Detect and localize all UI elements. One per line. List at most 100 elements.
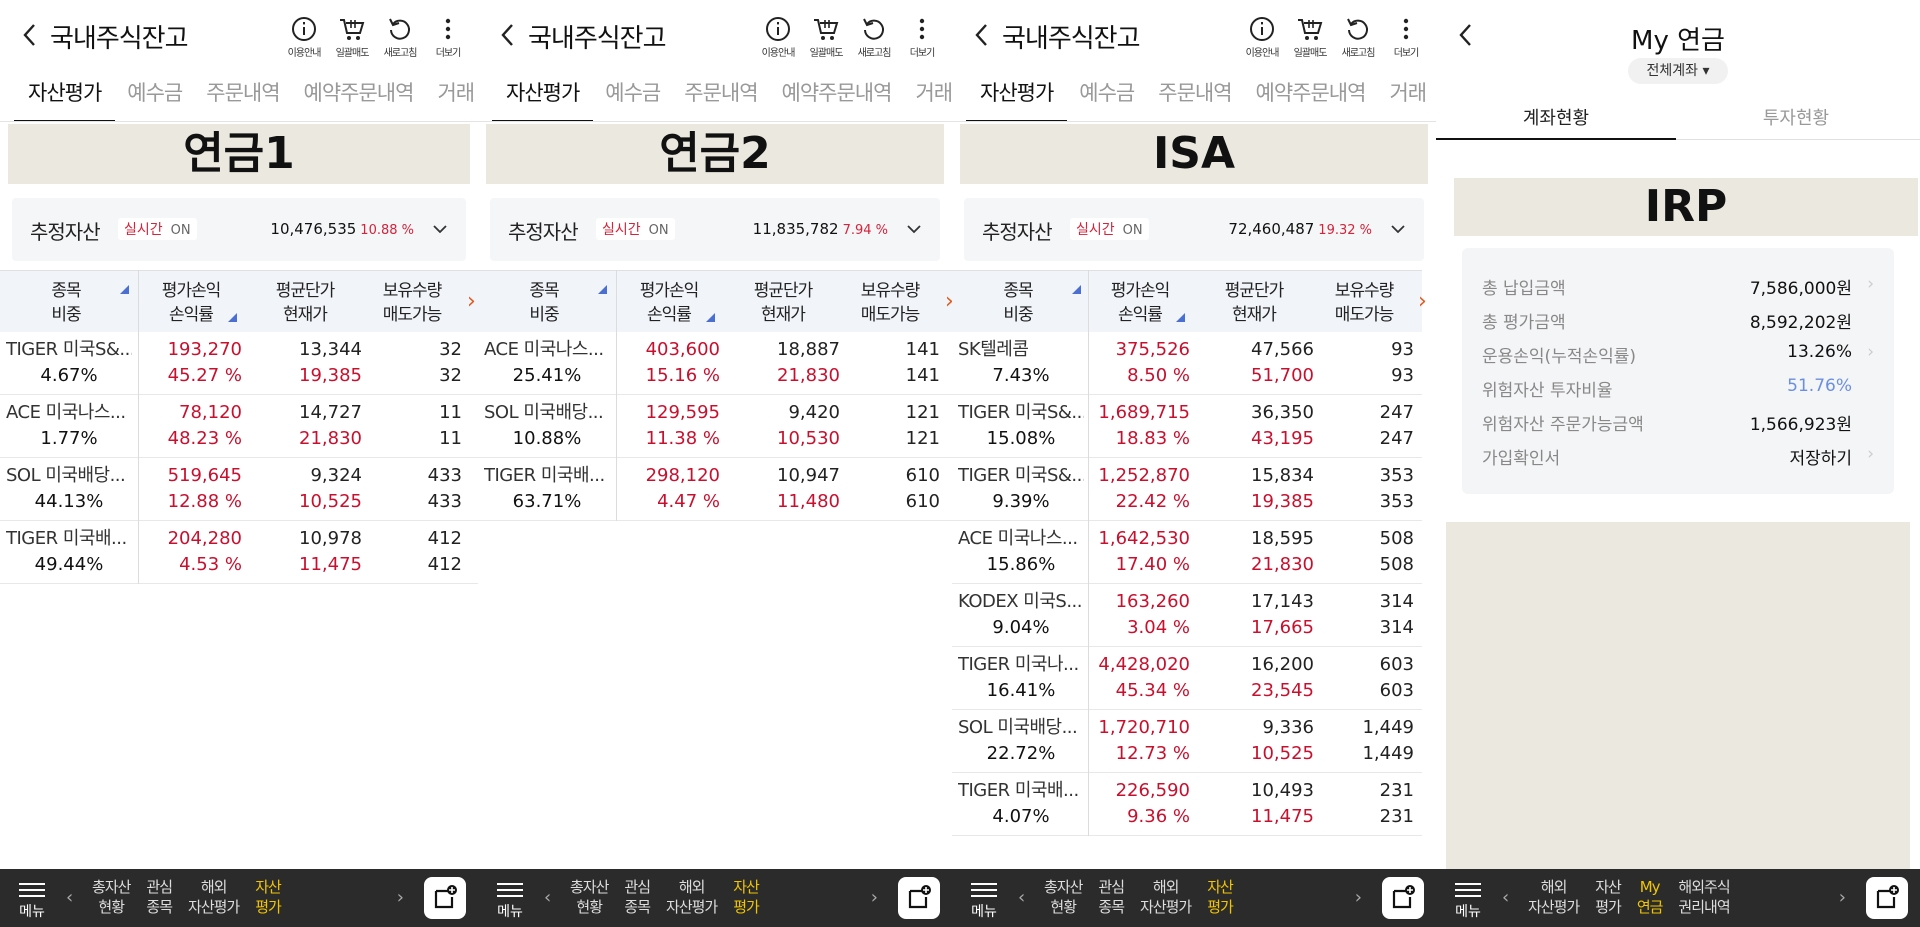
shortcut-button[interactable] <box>1866 877 1908 919</box>
bottom-nav-item[interactable]: 해외 자산평가 <box>180 877 247 917</box>
nav-right-arrow-icon[interactable]: › <box>396 887 404 908</box>
column-header[interactable]: 보유수량 매도가능 <box>1314 279 1414 327</box>
more-button[interactable]: 더보기 <box>898 14 946 59</box>
bottom-nav-item[interactable]: My 연금 <box>1629 877 1671 917</box>
shortcut-button[interactable] <box>1382 877 1424 919</box>
account-selector[interactable]: 전체계좌 ▾ <box>1628 58 1728 84</box>
bottom-nav-item[interactable]: 자산 평가 <box>247 877 289 917</box>
tab-0[interactable]: 자산평가 <box>14 76 116 121</box>
column-header[interactable]: 종목 비중 <box>952 279 1084 327</box>
nav-right-arrow-icon[interactable]: › <box>1354 887 1362 908</box>
table-row[interactable]: TIGER 미국배... 4.07% 226,590 9.36 % 10,493 11,4… <box>952 773 1422 836</box>
bottom-nav-item[interactable]: 관심 종목 <box>1090 877 1132 917</box>
tab-0[interactable]: 자산평가 <box>492 76 594 121</box>
tab-0[interactable]: 자산평가 <box>966 76 1068 121</box>
column-header[interactable]: 보유수량 매도가능 <box>362 279 462 327</box>
bulk-sell-button[interactable]: 일괄매도 <box>328 14 376 59</box>
table-row[interactable]: TIGER 미국나... 16.41% 4,428,020 45.34 % 16,200… <box>952 647 1422 710</box>
bottom-nav-item[interactable]: 자산 평가 <box>725 877 767 917</box>
table-row[interactable]: ACE 미국나스... 1.77% 78,120 48.23 % 14,727 21,83… <box>0 395 478 458</box>
scroll-right-icon[interactable]: › <box>945 289 952 314</box>
back-icon[interactable] <box>1458 22 1474 48</box>
nav-right-arrow-icon[interactable]: › <box>870 887 878 908</box>
tab-4[interactable]: 거래 <box>1389 81 1427 105</box>
bottom-nav-item[interactable]: 해외 자산평가 <box>658 877 725 917</box>
menu-button[interactable]: 메뉴 <box>492 879 528 921</box>
bottom-nav-item[interactable]: 자산 평가 <box>1587 877 1629 917</box>
bottom-nav-item[interactable]: 관심 종목 <box>616 877 658 917</box>
table-row[interactable]: SOL 미국배당... 22.72% 1,720,710 12.73 % 9,336 10… <box>952 710 1422 773</box>
refresh-button[interactable]: 새로고침 <box>376 14 424 59</box>
tab-investment-status[interactable]: 투자현황 <box>1762 108 1830 129</box>
column-header[interactable]: 평균단가 현재가 <box>1194 279 1314 327</box>
tab-4[interactable]: 거래 <box>437 81 475 105</box>
column-header[interactable]: 종목 비중 <box>0 279 132 327</box>
column-header[interactable]: 평균단가 현재가 <box>726 279 840 327</box>
chevron-down-icon[interactable] <box>906 220 922 234</box>
column-header[interactable]: 평균단가 현재가 <box>248 279 362 327</box>
table-row[interactable]: ACE 미국나스... 25.41% 403,600 15.16 % 18,887 21,… <box>478 332 952 395</box>
irp-summary-row[interactable]: 운용손익(누적손익률) 13.26% › <box>1482 342 1874 376</box>
nav-left-arrow-icon[interactable]: ‹ <box>1502 887 1510 908</box>
nav-left-arrow-icon[interactable]: ‹ <box>66 887 74 908</box>
tab-3[interactable]: 예약주문내역 <box>303 81 415 105</box>
info-button[interactable]: 이용안내 <box>754 14 802 59</box>
table-row[interactable]: KODEX 미국S... 9.04% 163,260 3.04 % 17,143 17,6… <box>952 584 1422 647</box>
scroll-right-icon[interactable]: › <box>1418 289 1427 314</box>
tab-3[interactable]: 예약주문내역 <box>781 81 893 105</box>
info-button[interactable]: 이용안내 <box>280 14 328 59</box>
menu-button[interactable]: 메뉴 <box>1450 879 1486 921</box>
bottom-nav-item[interactable]: 총자산 현황 <box>84 877 138 917</box>
tab-1[interactable]: 예수금 <box>605 81 661 105</box>
bulk-sell-button[interactable]: 일괄매도 <box>802 14 850 59</box>
table-row[interactable]: TIGER 미국S&... 15.08% 1,689,715 18.83 % 36,35… <box>952 395 1422 458</box>
back-icon[interactable] <box>500 22 516 48</box>
table-row[interactable]: TIGER 미국S&... 4.67% 193,270 45.27 % 13,344 19… <box>0 332 478 395</box>
bottom-nav-item[interactable]: 해외주식 권리내역 <box>1670 877 1737 917</box>
estimated-assets-bar[interactable]: 추정자산 실시간 ON 10,476,535 10.88 % <box>12 198 466 261</box>
table-row[interactable]: ACE 미국나스... 15.86% 1,642,530 17.40 % 18,595 2… <box>952 521 1422 584</box>
more-button[interactable]: 더보기 <box>424 14 472 59</box>
chevron-down-icon[interactable] <box>1390 220 1406 234</box>
table-row[interactable]: SOL 미국배당... 10.88% 129,595 11.38 % 9,420 10,5… <box>478 395 952 458</box>
tab-2[interactable]: 주문내역 <box>206 81 280 105</box>
realtime-toggle[interactable]: 실시간 ON <box>118 218 197 240</box>
bottom-nav-item[interactable]: 해외 자산평가 <box>1520 877 1587 917</box>
column-header[interactable]: 평가손익 손익률 <box>1090 279 1190 327</box>
table-row[interactable]: TIGER 미국S&... 9.39% 1,252,870 22.42 % 15,834… <box>952 458 1422 521</box>
bottom-nav-item[interactable]: 관심 종목 <box>138 877 180 917</box>
table-row[interactable]: TIGER 미국배... 63.71% 298,120 4.47 % 10,947 11,… <box>478 458 952 521</box>
nav-left-arrow-icon[interactable]: ‹ <box>1018 887 1026 908</box>
bottom-nav-item[interactable]: 총자산 현황 <box>1036 877 1090 917</box>
back-icon[interactable] <box>974 22 990 48</box>
irp-summary-row[interactable]: 총 납입금액 7,586,000원 › <box>1482 274 1874 308</box>
realtime-toggle[interactable]: 실시간 ON <box>1070 218 1149 240</box>
back-icon[interactable] <box>22 22 38 48</box>
column-header[interactable]: 평가손익 손익률 <box>140 279 242 327</box>
table-row[interactable]: SOL 미국배당... 44.13% 519,645 12.88 % 9,324 10,5… <box>0 458 478 521</box>
bottom-nav-item[interactable]: 자산 평가 <box>1199 877 1241 917</box>
refresh-button[interactable]: 새로고침 <box>1334 14 1382 59</box>
tab-2[interactable]: 주문내역 <box>1158 81 1232 105</box>
estimated-assets-bar[interactable]: 추정자산 실시간 ON 72,460,487 19.32 % <box>964 198 1424 261</box>
info-button[interactable]: 이용안내 <box>1238 14 1286 59</box>
refresh-button[interactable]: 새로고침 <box>850 14 898 59</box>
realtime-toggle[interactable]: 실시간 ON <box>596 218 675 240</box>
tab-2[interactable]: 주문내역 <box>684 81 758 105</box>
shortcut-button[interactable] <box>424 877 466 919</box>
nav-left-arrow-icon[interactable]: ‹ <box>544 887 552 908</box>
column-header[interactable]: 종목 비중 <box>478 279 610 327</box>
table-row[interactable]: SK텔레콤 7.43% 375,526 8.50 % 47,566 51,700 93 93 <box>952 332 1422 395</box>
tab-1[interactable]: 예수금 <box>127 81 183 105</box>
chevron-down-icon[interactable] <box>432 220 448 234</box>
table-row[interactable]: TIGER 미국배... 49.44% 204,280 4.53 % 10,978 11,… <box>0 521 478 584</box>
irp-summary-row[interactable]: 가입확인서 저장하기 › <box>1482 444 1874 478</box>
shortcut-button[interactable] <box>898 877 940 919</box>
scroll-right-icon[interactable]: › <box>467 289 476 314</box>
nav-right-arrow-icon[interactable]: › <box>1838 887 1846 908</box>
column-header[interactable]: 평가손익 손익률 <box>618 279 720 327</box>
tab-account-status[interactable]: 계좌현황 <box>1436 104 1676 140</box>
bottom-nav-item[interactable]: 해외 자산평가 <box>1132 877 1199 917</box>
menu-button[interactable]: 메뉴 <box>966 879 1002 921</box>
menu-button[interactable]: 메뉴 <box>14 879 50 921</box>
